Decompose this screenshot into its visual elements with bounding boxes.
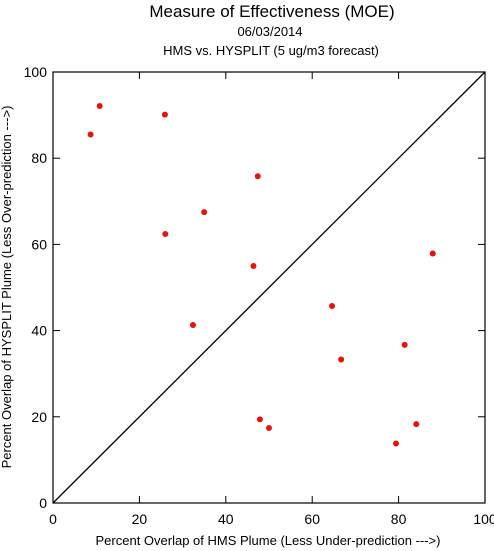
- x-tick-label: 100: [473, 511, 494, 527]
- data-point: [266, 425, 272, 432]
- data-point: [429, 250, 436, 257]
- x-tick-label: 0: [49, 511, 57, 527]
- data-point: [96, 103, 103, 110]
- y-tick-label: 80: [31, 150, 47, 166]
- reference-line: [52, 71, 486, 504]
- data-point: [329, 303, 336, 310]
- x-tick-label: 80: [391, 511, 407, 527]
- data-point: [338, 356, 345, 363]
- chart-subtitle: HMS vs. HYSPLIT (5 ug/m3 forecast): [163, 43, 379, 58]
- x-tick-label: 60: [304, 511, 320, 527]
- plot-frame: [52, 71, 486, 504]
- y-axis-label: Percent Overlap of HYSPLIT Plume (Less O…: [0, 106, 14, 469]
- x-tick-label: 40: [218, 511, 234, 527]
- data-point: [401, 341, 408, 348]
- y-tick-label: 100: [24, 64, 48, 80]
- data-point: [162, 231, 169, 238]
- data-point: [161, 111, 168, 118]
- data-point: [413, 421, 420, 428]
- data-point: [254, 173, 261, 180]
- data-point: [393, 440, 400, 447]
- x-tick-label: 20: [132, 511, 148, 527]
- y-tick-label: 20: [31, 409, 47, 425]
- plot-area: 0 20 40 60 80 100 0 20 40 60 80 100: [24, 64, 494, 527]
- data-point: [256, 416, 263, 423]
- chart-title: Measure of Effectiveness (MOE): [149, 2, 394, 21]
- x-axis-label: Percent Overlap of HMS Plume (Less Under…: [96, 533, 441, 548]
- y-tick-label: 60: [31, 236, 47, 252]
- data-point: [250, 262, 257, 269]
- data-point: [87, 131, 94, 138]
- y-tick-label: 0: [39, 495, 47, 511]
- data-point: [201, 209, 208, 216]
- data-point: [189, 321, 196, 328]
- chart-date: 06/03/2014: [237, 24, 302, 39]
- y-tick-label: 40: [31, 323, 47, 339]
